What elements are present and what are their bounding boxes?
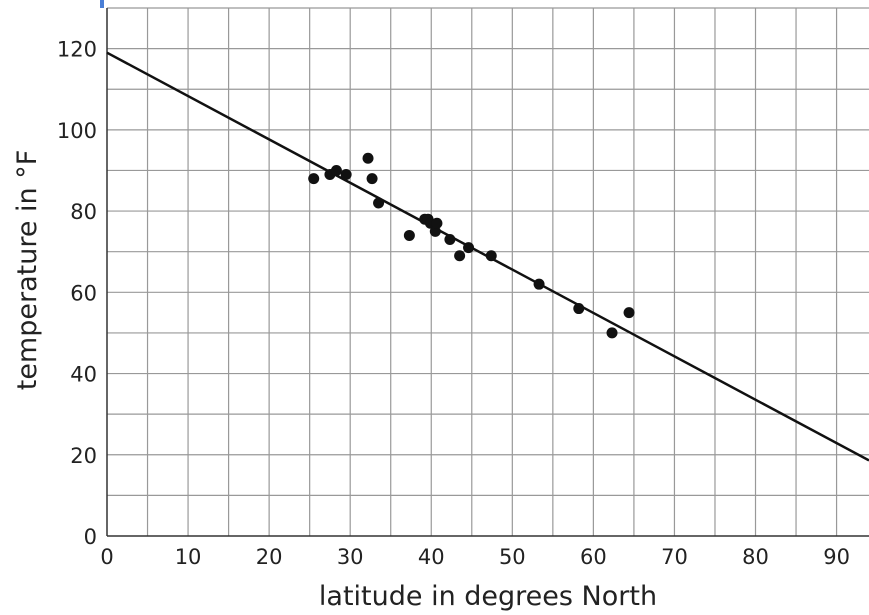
y-tick-label: 120	[57, 38, 97, 62]
x-tick-label: 70	[661, 545, 688, 569]
x-tick-label: 80	[742, 545, 769, 569]
x-tick-label: 30	[337, 545, 364, 569]
data-point	[623, 307, 635, 319]
data-point	[454, 250, 466, 262]
x-tick-label: 60	[580, 545, 607, 569]
data-point	[606, 327, 618, 339]
grid	[107, 7, 869, 536]
x-tick-label: 50	[499, 545, 526, 569]
data-point	[573, 303, 585, 315]
data-point	[485, 250, 497, 262]
y-tick-label: 80	[70, 200, 97, 224]
x-tick-label: 20	[256, 545, 283, 569]
data-point	[373, 197, 385, 209]
data-point	[431, 217, 443, 229]
y-tick-label: 40	[70, 363, 97, 387]
x-tick-label: 10	[175, 545, 202, 569]
x-tick-label: 0	[100, 545, 113, 569]
data-point	[533, 278, 545, 290]
y-tick-label: 0	[84, 525, 97, 549]
axes	[106, 8, 869, 537]
x-tick-label: 90	[823, 545, 850, 569]
data-point	[366, 173, 378, 185]
data-point	[444, 234, 456, 246]
y-axis-label: temperature in °F	[12, 150, 43, 391]
data-point	[340, 169, 352, 181]
y-tick-label: 100	[57, 119, 97, 143]
x-tick-label: 40	[418, 545, 445, 569]
data-points	[308, 152, 635, 339]
data-point	[463, 242, 475, 254]
y-tick-label: 20	[70, 444, 97, 468]
x-axis-label: latitude in degrees North	[319, 581, 657, 612]
tick-labels: 0 10 20 30 40 50 60 70 80 90 0 20 40 60 80 100 120	[57, 38, 850, 569]
data-point	[308, 173, 320, 185]
accent-marker	[100, 0, 104, 8]
data-point	[330, 164, 342, 176]
y-tick-label: 60	[70, 281, 97, 305]
data-point	[362, 152, 374, 164]
data-point	[403, 229, 415, 241]
